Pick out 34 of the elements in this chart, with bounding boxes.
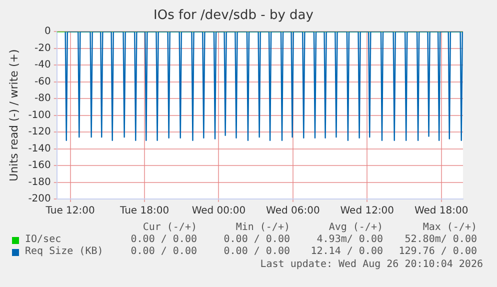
y-tick-label: -120 (28, 126, 51, 138)
text: 4.93m/ 0.00 (316, 234, 383, 246)
legend-label: Req Size (KB) (24, 246, 104, 258)
text: Min (-/+) (234, 222, 290, 234)
text: Avg (-/+) (328, 222, 383, 234)
y-tick-label: -20 (34, 42, 51, 54)
text: 0.00 / 0.00 (222, 246, 290, 258)
y-tick-label: -180 (28, 176, 51, 188)
chart-title: IOs for /dev/sdb - by day (154, 8, 314, 24)
y-tick-label: -40 (34, 60, 51, 71)
y-tick-label: 0 (44, 26, 51, 38)
x-tick-label: Wed 00:00 (192, 206, 246, 217)
x-tick-label: Wed 06:00 (266, 206, 320, 217)
legend-label: IO/sec (24, 234, 62, 246)
y-tick-label: -80 (34, 93, 51, 104)
x-tick-label: Tue 12:00 (44, 206, 95, 217)
text: 12.14 / 0.00 (310, 246, 383, 258)
y-axis-title: Units read (-) / write (+) (7, 49, 20, 182)
y-tick-label: -60 (34, 76, 51, 88)
x-tick-label: Wed 18:00 (414, 206, 468, 217)
x-tick-label: Wed 12:00 (340, 206, 394, 217)
y-tick-label: -200 (28, 194, 51, 205)
x-tick-label: Tue 18:00 (118, 206, 170, 217)
text: Max (-/+) (422, 222, 477, 234)
text: 129.76 / 0.00 (398, 246, 477, 258)
text: 0.00 / 0.00 (130, 234, 197, 246)
text: Last update: Wed Aug 26 20:10:04 2026 (260, 259, 483, 270)
y-tick-label: -140 (28, 143, 51, 154)
text: 0.00 / 0.00 (222, 234, 290, 246)
text: 0.00 / 0.00 (130, 246, 197, 258)
text: 52.80m/ 0.00 (404, 234, 477, 246)
y-tick-label: -160 (28, 160, 51, 172)
y-tick-label: -100 (28, 110, 51, 121)
text: Cur (-/+) (142, 222, 197, 234)
